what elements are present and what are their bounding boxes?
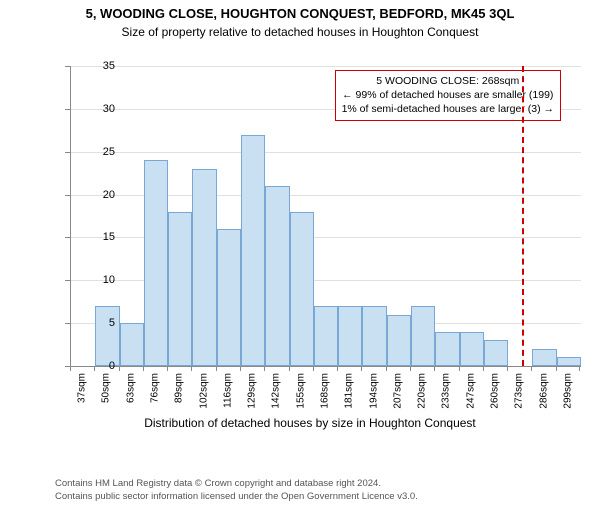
xtick-label: 194sqm xyxy=(368,373,379,409)
ytick xyxy=(65,280,70,281)
ytick-label: 0 xyxy=(85,360,115,372)
xtick xyxy=(361,366,362,371)
x-axis-label: Distribution of detached houses by size … xyxy=(30,416,590,430)
ytick xyxy=(65,66,70,67)
xtick-label: 102sqm xyxy=(198,373,209,409)
xtick-label: 260sqm xyxy=(490,373,501,409)
xtick-label: 37sqm xyxy=(77,373,88,403)
xtick-label: 286sqm xyxy=(538,373,549,409)
x-ticks-container: 37sqm 50sqm 63sqm 76sqm 89sqm 102sqm 116sqm 129… xyxy=(70,366,580,416)
xtick xyxy=(167,366,168,371)
xtick xyxy=(434,366,435,371)
ytick xyxy=(65,366,70,367)
footer-attribution: Contains HM Land Registry data © Crown c… xyxy=(55,478,418,503)
xtick xyxy=(289,366,290,371)
xtick xyxy=(579,366,580,371)
xtick xyxy=(264,366,265,371)
ytick xyxy=(65,237,70,238)
xtick-label: 76sqm xyxy=(150,373,161,403)
xtick-label: 155sqm xyxy=(295,373,306,409)
chart-subtitle: Size of property relative to detached ho… xyxy=(0,25,600,39)
ytick-label: 20 xyxy=(85,189,115,201)
chart-container: Number of detached properties 5 WOODING … xyxy=(30,58,590,428)
xtick-label: 220sqm xyxy=(417,373,428,409)
xtick-label: 207sqm xyxy=(392,373,403,409)
xtick xyxy=(240,366,241,371)
xtick xyxy=(459,366,460,371)
ytick xyxy=(65,152,70,153)
xtick xyxy=(410,366,411,371)
xtick-label: 181sqm xyxy=(344,373,355,409)
xtick xyxy=(386,366,387,371)
xtick-label: 116sqm xyxy=(222,373,233,408)
ytick-label: 10 xyxy=(85,274,115,286)
xtick-label: 168sqm xyxy=(320,373,331,409)
xtick xyxy=(556,366,557,371)
xtick-label: 129sqm xyxy=(247,373,258,409)
xtick xyxy=(483,366,484,371)
ytick-label: 35 xyxy=(85,60,115,72)
page-title: 5, WOODING CLOSE, HOUGHTON CONQUEST, BED… xyxy=(0,6,600,21)
y-ticks-container xyxy=(70,66,580,366)
xtick xyxy=(337,366,338,371)
ytick xyxy=(65,109,70,110)
xtick-label: 142sqm xyxy=(271,373,282,409)
xtick xyxy=(216,366,217,371)
ytick xyxy=(65,323,70,324)
xtick xyxy=(313,366,314,371)
footer-line2: Contains public sector information licen… xyxy=(55,491,418,503)
xtick-label: 273sqm xyxy=(514,373,525,409)
footer-line1: Contains HM Land Registry data © Crown c… xyxy=(55,478,418,490)
ytick xyxy=(65,195,70,196)
xtick-label: 63sqm xyxy=(125,373,136,403)
xtick xyxy=(191,366,192,371)
xtick-label: 89sqm xyxy=(174,373,185,403)
xtick-label: 247sqm xyxy=(465,373,476,409)
xtick xyxy=(531,366,532,371)
ytick-label: 30 xyxy=(85,103,115,115)
xtick xyxy=(507,366,508,371)
ytick-label: 15 xyxy=(85,231,115,243)
xtick xyxy=(70,366,71,371)
xtick-label: 233sqm xyxy=(441,373,452,409)
ytick-label: 25 xyxy=(85,146,115,158)
xtick xyxy=(143,366,144,371)
xtick-label: 50sqm xyxy=(101,373,112,403)
xtick-label: 299sqm xyxy=(562,373,573,409)
xtick xyxy=(119,366,120,371)
ytick-label: 5 xyxy=(85,317,115,329)
